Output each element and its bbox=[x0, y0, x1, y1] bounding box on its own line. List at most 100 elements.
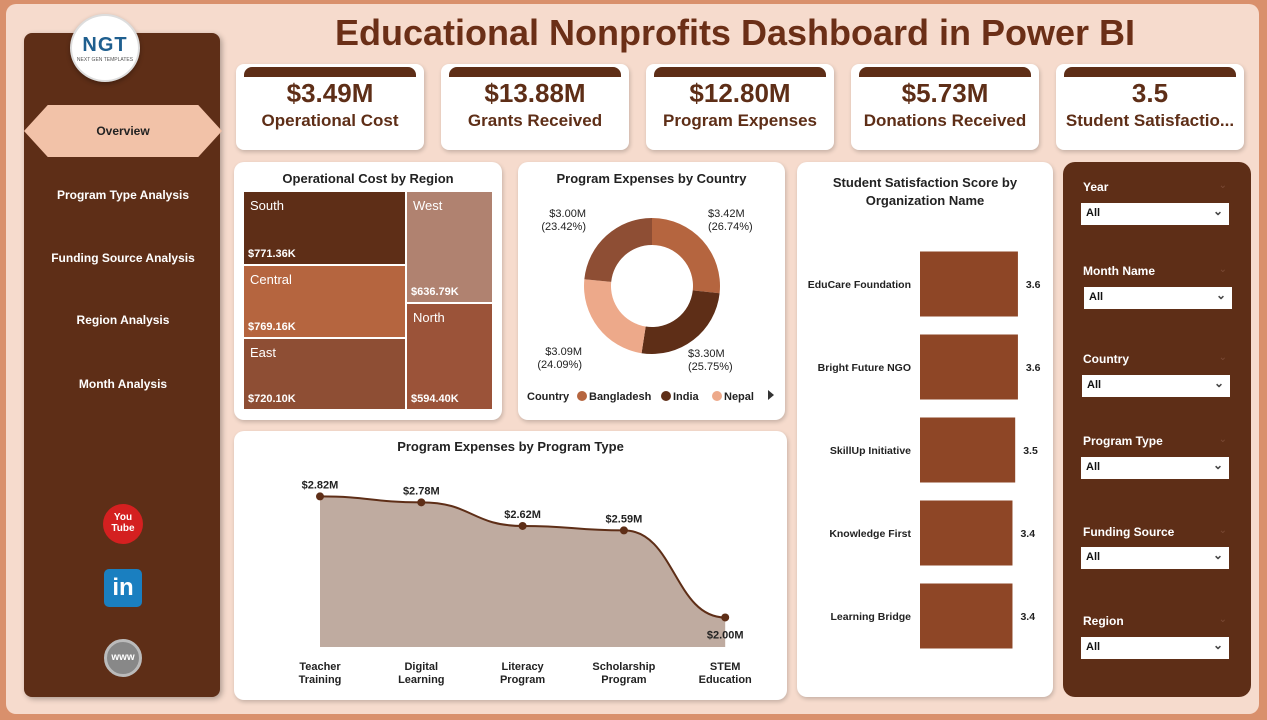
kpi-value: $5.73M bbox=[901, 78, 989, 108]
bar bbox=[920, 500, 1013, 566]
data-label: $2.62M bbox=[504, 509, 541, 521]
chevron-down-icon[interactable]: ⌄ bbox=[1218, 264, 1227, 275]
chevron-down-icon[interactable]: ⌄ bbox=[1218, 434, 1227, 445]
legend-marker bbox=[712, 391, 722, 401]
x-tick-label: Education bbox=[699, 674, 752, 686]
nav-program-type-analysis[interactable]: Program Type Analysis bbox=[56, 188, 190, 202]
treemap-tile-north[interactable]: North $594.40K bbox=[407, 304, 492, 409]
chevron-down-icon: ⌄ bbox=[1213, 376, 1224, 390]
bar-value-label: 3.4 bbox=[1020, 611, 1035, 623]
tile-name: North bbox=[413, 310, 445, 325]
selected-value: All bbox=[1086, 551, 1101, 563]
x-tick-label: Teacher bbox=[299, 661, 341, 673]
tile-value: $720.10K bbox=[248, 393, 296, 405]
kpi-operational-cost: $3.49M Operational Cost bbox=[236, 64, 424, 150]
chevron-down-icon: ⌄ bbox=[1212, 204, 1223, 218]
donut-slice-bangladesh bbox=[652, 218, 720, 294]
data-point bbox=[316, 492, 324, 501]
kpi-label: Operational Cost bbox=[261, 111, 399, 130]
treemap-tile-central[interactable]: Central $769.16K bbox=[244, 266, 405, 337]
filter-year-select[interactable]: All ⌄ bbox=[1081, 203, 1229, 225]
legend-marker bbox=[661, 391, 671, 401]
filter-region-select[interactable]: All ⌄ bbox=[1081, 637, 1229, 659]
data-point bbox=[417, 498, 426, 507]
youtube-icon[interactable]: You Tube bbox=[103, 504, 143, 544]
globe-icon[interactable]: www bbox=[104, 639, 142, 677]
legend-marker bbox=[577, 391, 587, 401]
x-tick-label: Scholarship bbox=[592, 661, 655, 673]
y-tick-label: SkillUp Initiative bbox=[830, 445, 911, 457]
y-tick-label: Knowledge First bbox=[829, 528, 911, 540]
logo-text: NGT bbox=[82, 34, 128, 56]
filter-program-type-label: Program Type bbox=[1083, 434, 1163, 448]
legend-next-arrow-icon[interactable] bbox=[768, 390, 774, 400]
y-tick-label: EduCare Foundation bbox=[808, 279, 911, 291]
bar bbox=[920, 251, 1018, 317]
chevron-down-icon[interactable]: ⌄ bbox=[1218, 525, 1227, 536]
donut-pct-label: (24.09%) bbox=[537, 359, 582, 371]
treemap-title: Operational Cost by Region bbox=[282, 171, 454, 186]
area-card: Program Expenses by Program Type $2.82M T… bbox=[234, 431, 787, 700]
donut-pct-label: (26.74%) bbox=[708, 221, 753, 233]
chevron-down-icon: ⌄ bbox=[1212, 548, 1223, 562]
selected-value: All bbox=[1086, 461, 1101, 473]
donut-value-label: $3.42M bbox=[708, 208, 745, 220]
chevron-down-icon: ⌄ bbox=[1212, 458, 1223, 472]
tile-value: $769.16K bbox=[248, 321, 296, 333]
kpi-label: Student Satisfactio... bbox=[1065, 111, 1235, 130]
filter-year-label: Year bbox=[1083, 180, 1109, 194]
data-label: $2.00M bbox=[707, 629, 744, 641]
treemap-tile-west[interactable]: West $636.79K bbox=[407, 192, 492, 302]
filter-funding-source-label: Funding Source bbox=[1083, 525, 1175, 539]
nav-region-analysis[interactable]: Region Analysis bbox=[76, 313, 170, 327]
filter-country-label: Country bbox=[1083, 352, 1129, 366]
y-tick-label: Bright Future NGO bbox=[818, 362, 911, 374]
linkedin-icon[interactable]: in bbox=[104, 569, 142, 607]
data-point bbox=[721, 613, 730, 622]
bar-card: Student Satisfaction Score by Organizati… bbox=[797, 162, 1053, 697]
tile-value: $594.40K bbox=[411, 393, 459, 405]
selected-value: All bbox=[1086, 641, 1101, 653]
chevron-down-icon[interactable]: ⌄ bbox=[1218, 352, 1227, 363]
nav-funding-source-analysis[interactable]: Funding Source Analysis bbox=[51, 251, 195, 265]
chevron-down-icon: ⌄ bbox=[1212, 638, 1223, 652]
bar-value-label: 3.4 bbox=[1020, 528, 1035, 540]
tile-name: East bbox=[250, 345, 277, 360]
donut-card: Program Expenses by Country $3.42M (26.74… bbox=[518, 162, 785, 420]
x-tick-label: Learning bbox=[398, 674, 444, 686]
bar bbox=[920, 334, 1018, 400]
kpi-program-expenses: $12.80M Program Expenses bbox=[646, 64, 834, 150]
treemap-card: Operational Cost by Region South $771.36K… bbox=[234, 162, 502, 420]
area-title: Program Expenses by Program Type bbox=[397, 439, 624, 454]
filter-country-select[interactable]: All ⌄ bbox=[1082, 375, 1230, 397]
filter-funding-source-select[interactable]: All ⌄ bbox=[1081, 547, 1229, 569]
ngt-logo: NGT NEXT GEN TEMPLATES bbox=[70, 14, 140, 82]
donut-slice-nepal bbox=[584, 279, 646, 354]
treemap-tile-south[interactable]: South $771.36K bbox=[244, 192, 405, 264]
filter-month-select[interactable]: All ⌄ bbox=[1084, 287, 1232, 309]
selected-value: All bbox=[1087, 379, 1102, 391]
legend-item-nepal: Nepal bbox=[724, 391, 754, 403]
tile-name: South bbox=[250, 198, 284, 213]
x-tick-label: Program bbox=[601, 674, 646, 686]
legend-title: Country bbox=[527, 391, 570, 403]
donut-pct-label: (25.75%) bbox=[688, 361, 733, 373]
tile-name: West bbox=[413, 198, 443, 213]
selected-value: All bbox=[1086, 207, 1101, 219]
treemap-tile-east[interactable]: East $720.10K bbox=[244, 339, 405, 409]
chevron-down-icon[interactable]: ⌄ bbox=[1218, 180, 1227, 191]
x-tick-label: Digital bbox=[404, 661, 438, 673]
x-tick-label: Program bbox=[500, 674, 545, 686]
bar-value-label: 3.6 bbox=[1026, 362, 1041, 374]
kpi-donations-received: $5.73M Donations Received bbox=[851, 64, 1039, 150]
bar-chart: EduCare Foundation 3.6 Bright Future NGO 3.… bbox=[808, 251, 1041, 649]
filter-program-type-select[interactable]: All ⌄ bbox=[1081, 457, 1229, 479]
bar bbox=[920, 583, 1013, 649]
nav-overview[interactable]: Overview bbox=[96, 124, 150, 138]
bar bbox=[920, 417, 1016, 483]
filter-region-label: Region bbox=[1083, 614, 1124, 628]
nav-overview-bg[interactable] bbox=[24, 105, 222, 157]
nav-month-analysis[interactable]: Month Analysis bbox=[78, 377, 168, 391]
donut-slice-india bbox=[641, 290, 720, 354]
chevron-down-icon[interactable]: ⌄ bbox=[1218, 614, 1227, 625]
